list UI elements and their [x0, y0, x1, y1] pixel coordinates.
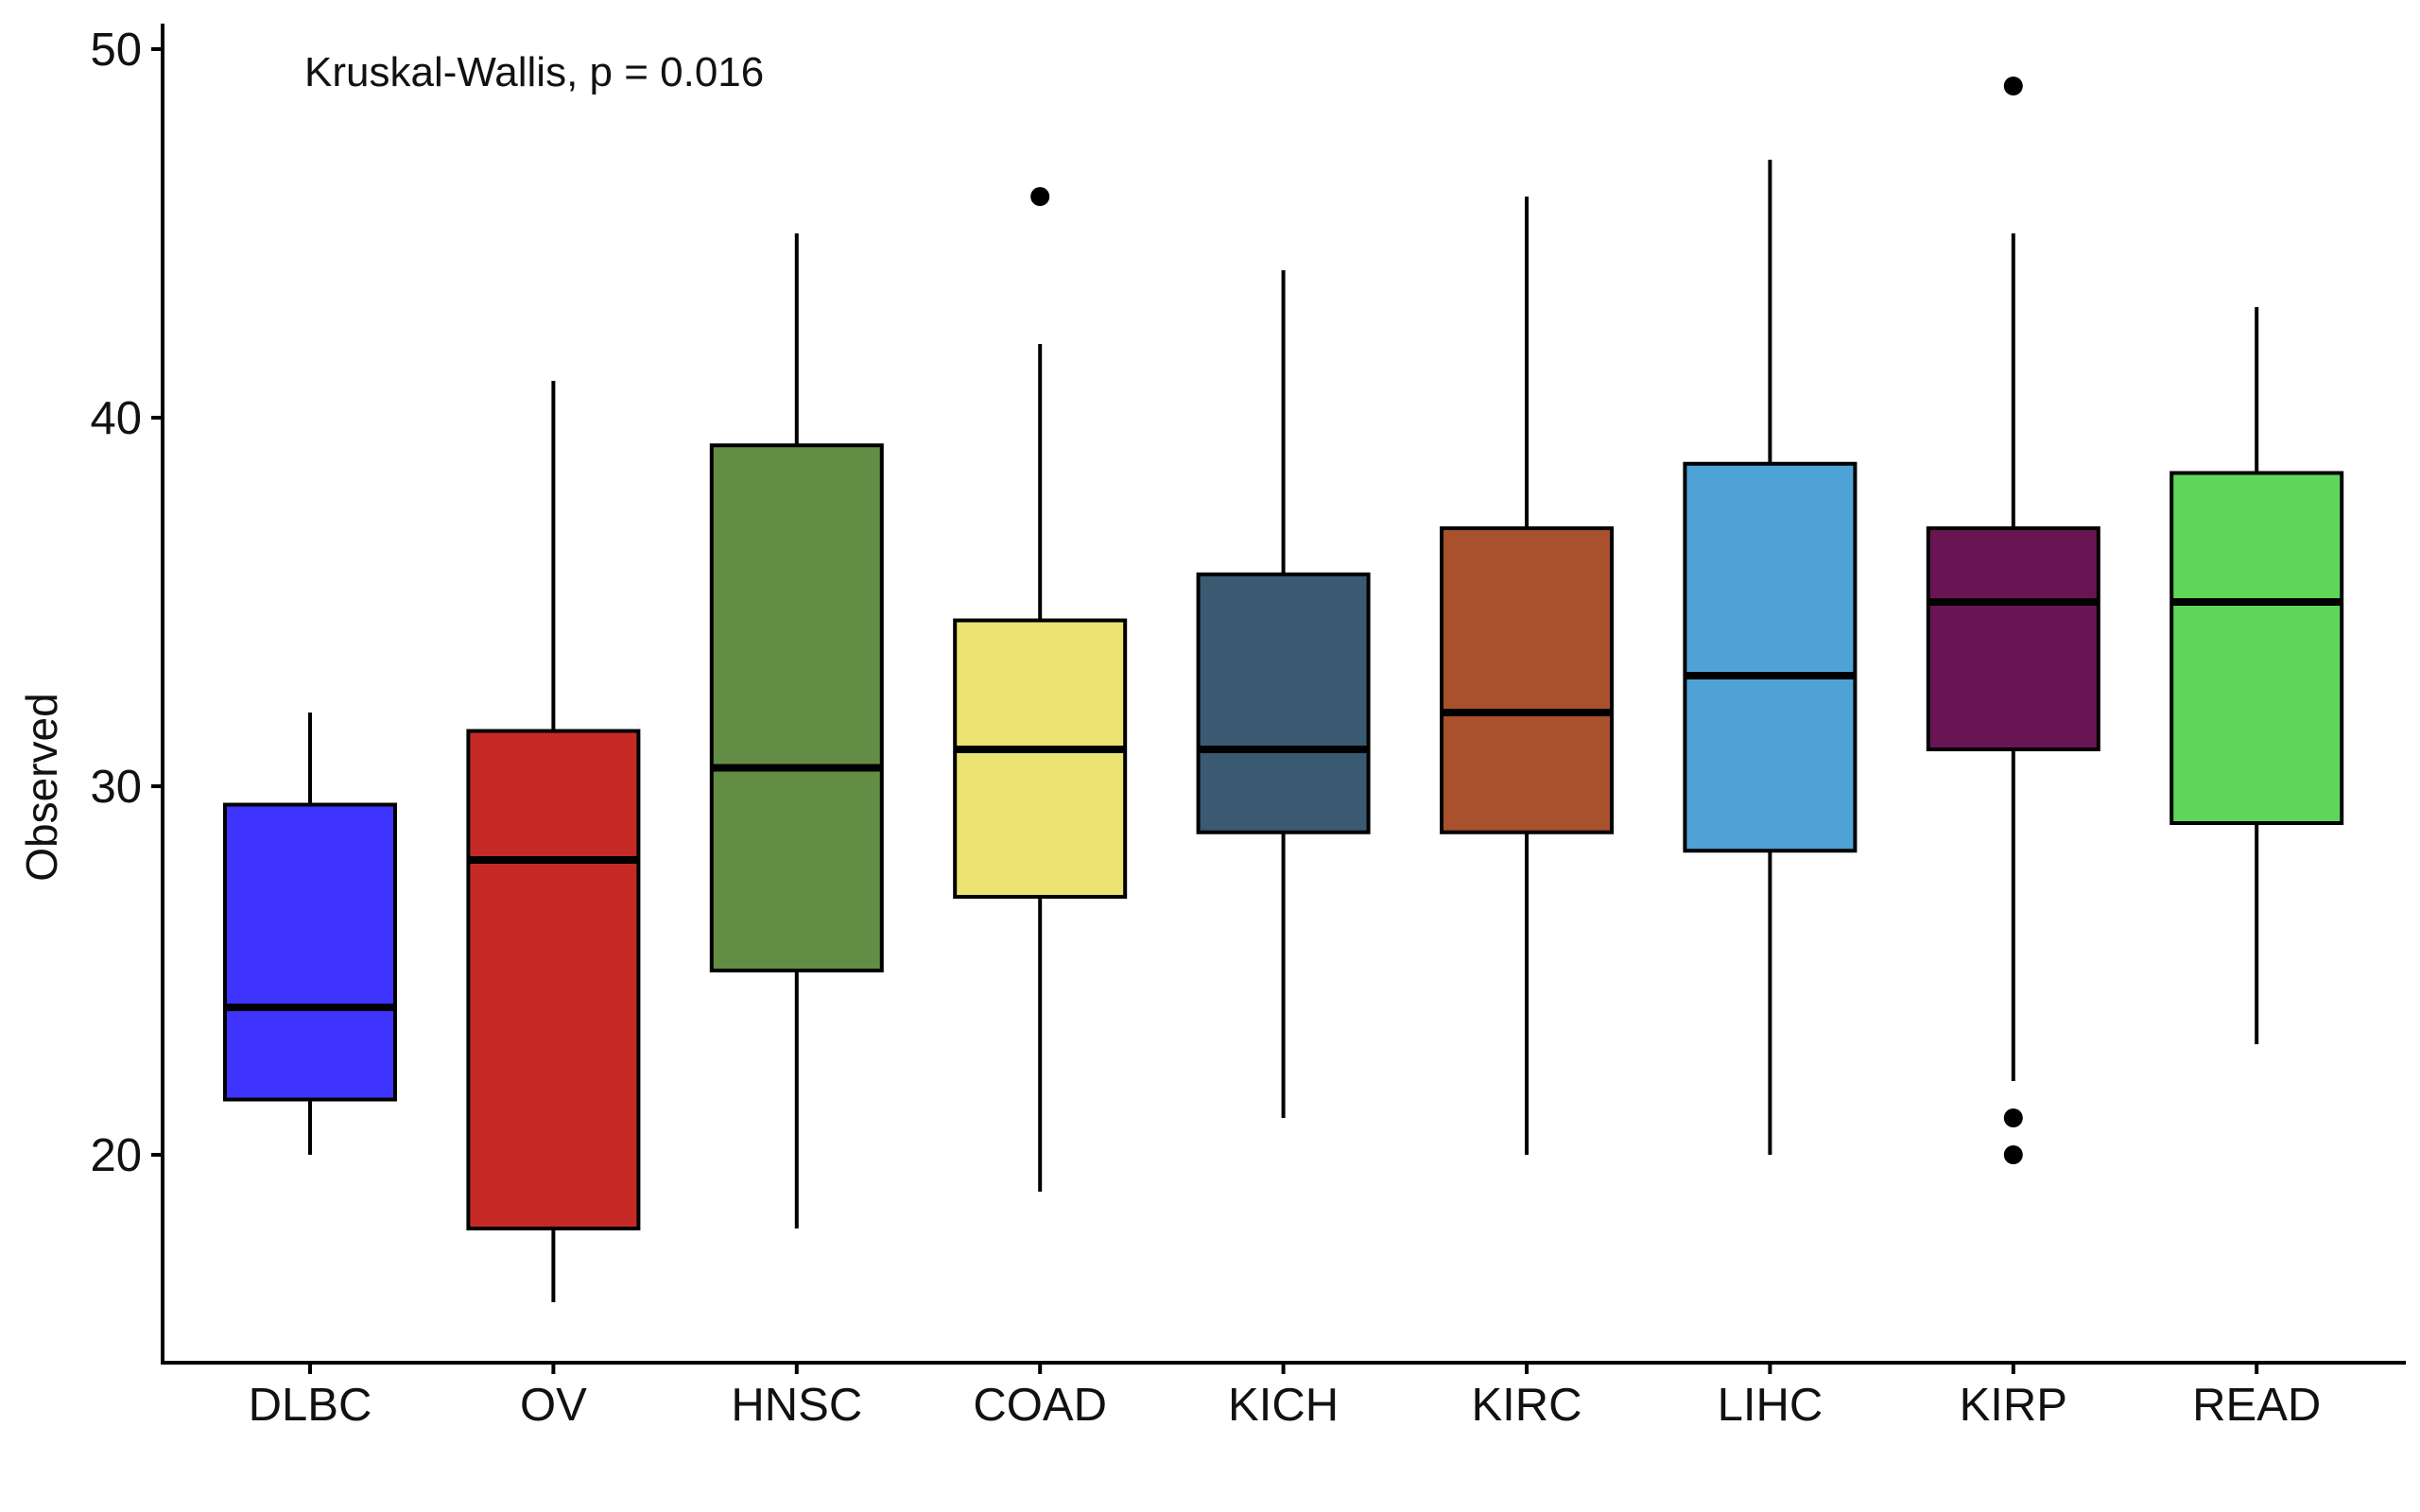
box-group-ov — [466, 381, 641, 1302]
box-group-kich — [1196, 270, 1371, 1118]
x-tick-label: READ — [2192, 1380, 2321, 1431]
box-group-dlbc — [223, 713, 397, 1155]
x-tick-label: HNSC — [731, 1380, 862, 1431]
x-ticks: DLBC OV HNSC COAD KICH KIRC LIHC KIRP READ — [249, 1363, 2321, 1431]
y-tick-label: 40 — [90, 393, 142, 444]
iqr-box — [1440, 526, 1614, 834]
boxes-layer — [223, 77, 2344, 1302]
y-axis-title: Observed — [17, 693, 66, 881]
x-tick-label: KIRP — [1960, 1380, 2067, 1431]
iqr-box — [1683, 461, 1858, 853]
outlier-point — [2003, 77, 2023, 95]
iqr-box — [223, 802, 397, 1102]
kruskal-wallis-annotation: Kruskal-Wallis, p = 0.016 — [304, 49, 764, 95]
outlier-point — [2003, 1108, 2023, 1127]
iqr-box — [2169, 471, 2344, 825]
y-tick-label: 50 — [90, 25, 142, 76]
y-tick-label: 20 — [90, 1130, 142, 1181]
x-tick-label: KICH — [1228, 1380, 1339, 1431]
box-group-kirp — [1926, 77, 2100, 1164]
box-group-kirc — [1440, 197, 1614, 1155]
iqr-box — [466, 729, 641, 1230]
x-tick-label: KIRC — [1471, 1380, 1582, 1431]
iqr-box — [1196, 572, 1371, 834]
box-group-hnsc — [709, 233, 884, 1228]
outlier-point — [1030, 187, 1050, 206]
y-ticks: 20 30 40 50 — [90, 25, 163, 1181]
x-tick-label: LIHC — [1718, 1380, 1824, 1431]
x-tick-label: OV — [520, 1380, 587, 1431]
iqr-box — [1926, 526, 2100, 751]
x-tick-label: DLBC — [249, 1380, 372, 1431]
y-tick-label: 30 — [90, 762, 142, 813]
x-tick-label: COAD — [973, 1380, 1107, 1431]
iqr-box — [709, 443, 884, 972]
iqr-box — [953, 618, 1128, 899]
box-group-coad — [953, 187, 1128, 1192]
box-group-read — [2169, 307, 2344, 1044]
box-group-lihc — [1683, 160, 1858, 1155]
outlier-point — [2003, 1145, 2023, 1164]
